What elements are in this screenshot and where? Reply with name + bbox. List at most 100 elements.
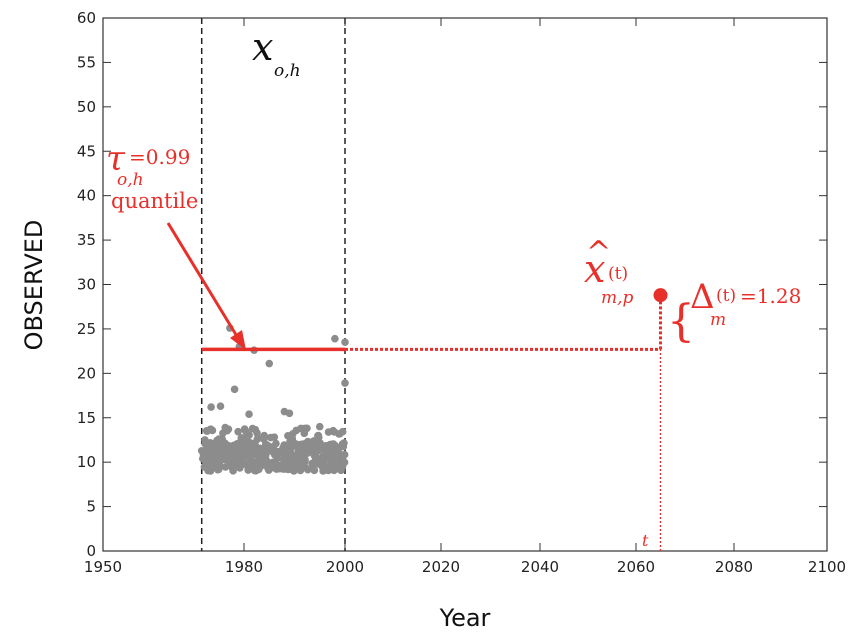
data-point (232, 445, 241, 454)
x-axis-title: Year (439, 604, 491, 632)
data-point (253, 435, 262, 444)
data-point (268, 447, 277, 456)
y-tick-label: 20 (77, 364, 96, 382)
data-point (224, 441, 232, 450)
data-point (204, 460, 212, 469)
data-point (236, 454, 244, 462)
t-label: t (642, 531, 649, 550)
delta-brace: { (667, 296, 695, 347)
data-point (303, 465, 312, 474)
data-point (298, 458, 307, 466)
y-axis-title: OBSERVED (20, 220, 48, 351)
tau-subscript: o,h (117, 170, 144, 190)
x-axis-ticks: 1950 1980 2000 2020 2040 2060 2080 2100 (84, 18, 846, 576)
data-point (215, 465, 223, 474)
data-point (311, 450, 319, 459)
x-tick-label: 2020 (422, 558, 460, 576)
data-point (206, 425, 215, 433)
data-point (331, 334, 339, 343)
data-point (285, 409, 294, 418)
x-tick-label: 2040 (521, 558, 559, 576)
data-point (341, 379, 349, 387)
data-point (221, 463, 230, 471)
delta-value: =1.28 (740, 284, 801, 308)
x-tick-label: 2060 (617, 558, 655, 576)
data-point (261, 459, 269, 467)
y-tick-label: 45 (77, 142, 96, 160)
data-point (284, 432, 292, 440)
y-tick-label: 35 (77, 231, 96, 249)
y-tick-label: 40 (77, 187, 96, 205)
data-point (336, 429, 344, 438)
data-point (206, 439, 215, 447)
data-point (245, 431, 253, 439)
data-point (340, 450, 349, 459)
observed-points (197, 324, 349, 475)
data-point (317, 458, 325, 467)
delta-t: (t) (716, 286, 736, 306)
y-axis-ticks: 0 5 10 15 20 25 30 35 40 45 50 55 60 (77, 9, 827, 560)
y-tick-label: 50 (77, 98, 96, 116)
data-point (232, 461, 241, 470)
data-point (293, 442, 302, 451)
data-point (310, 466, 319, 475)
data-point (220, 454, 229, 462)
data-point (338, 440, 347, 448)
y-tick-label: 0 (86, 542, 96, 560)
xhat-t: (t) (608, 264, 628, 284)
data-point (245, 410, 253, 418)
x-oh-subscript: o,h (274, 61, 301, 81)
tau-symbol: τ (106, 139, 126, 179)
data-point (314, 432, 322, 440)
data-point (234, 427, 242, 436)
data-point (292, 452, 301, 461)
delta-subscript: m (710, 310, 726, 330)
data-point (288, 465, 297, 474)
data-point (263, 441, 272, 450)
data-point (226, 453, 235, 461)
tau-value: =0.99 (129, 145, 190, 169)
data-point (301, 447, 309, 455)
x-tick-label: 1950 (84, 558, 122, 576)
x-tick-label: 1980 (225, 558, 263, 576)
data-point (309, 444, 317, 453)
data-point (230, 385, 239, 394)
y-tick-label: 5 (86, 498, 96, 516)
data-point (265, 359, 274, 368)
y-tick-label: 30 (77, 276, 96, 294)
data-point (292, 426, 301, 435)
data-point (251, 425, 260, 434)
data-point (201, 450, 210, 459)
data-point (252, 442, 260, 451)
data-point (324, 463, 332, 472)
data-point (215, 435, 223, 443)
data-point (286, 448, 295, 456)
data-point (216, 402, 225, 411)
xhat-subscript: m,p (601, 288, 634, 308)
data-point (260, 431, 269, 440)
data-point (326, 446, 334, 455)
data-point (207, 403, 215, 411)
y-tick-label: 25 (77, 320, 96, 338)
data-point (300, 424, 309, 433)
data-point (273, 454, 282, 462)
data-point (281, 456, 289, 465)
data-point (333, 456, 342, 465)
x-tick-label: 2100 (808, 558, 846, 576)
y-tick-label: 60 (77, 9, 96, 27)
quantile-lines (201, 347, 662, 551)
data-point (279, 444, 287, 453)
projection-marker (653, 288, 668, 350)
data-point (244, 440, 253, 449)
data-point (251, 466, 260, 475)
data-point (308, 460, 317, 469)
data-point (255, 454, 263, 463)
y-tick-label: 15 (77, 409, 96, 427)
y-tick-label: 55 (77, 53, 96, 71)
projection-point (653, 288, 668, 303)
quantile-arrow (166, 222, 246, 350)
data-point (317, 443, 326, 452)
tau-quantile-word: quantile (111, 189, 198, 213)
x-tick-label: 2000 (326, 558, 364, 576)
